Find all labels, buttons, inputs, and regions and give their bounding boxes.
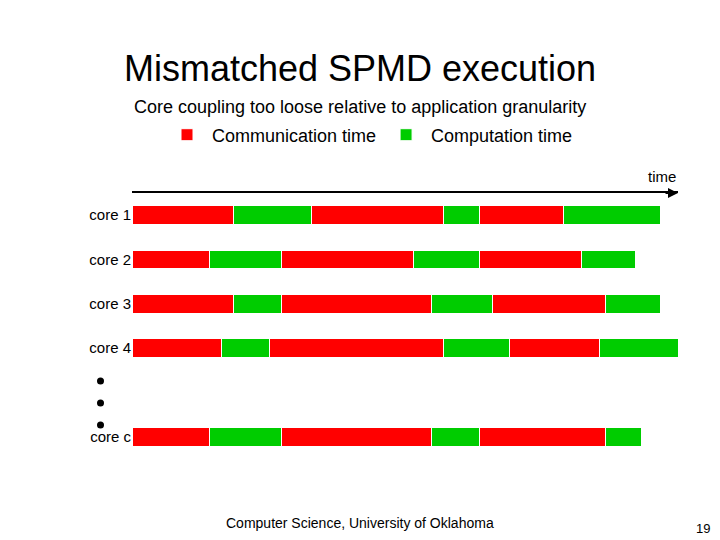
svg-text:Communication time: Communication time <box>212 126 376 146</box>
svg-text:core 1: core 1 <box>89 206 131 223</box>
svg-text:Mismatched SPMD execution: Mismatched SPMD execution <box>124 48 596 89</box>
svg-text:Computation time: Computation time <box>431 126 572 146</box>
svg-text:core 3: core 3 <box>89 295 131 312</box>
svg-text:Core coupling too loose relati: Core coupling too loose relative to appl… <box>134 97 586 117</box>
svg-text:19: 19 <box>696 521 710 536</box>
svg-text:Computer Science, University o: Computer Science, University of Oklahoma <box>226 515 494 531</box>
svg-text:time: time <box>648 168 676 185</box>
svg-text:core c: core c <box>90 428 131 445</box>
svg-text:core 4: core 4 <box>89 339 131 356</box>
svg-text:core 2: core 2 <box>89 251 131 268</box>
